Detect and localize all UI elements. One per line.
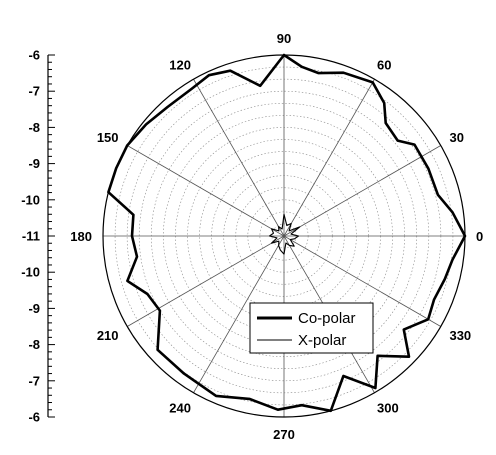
angle-label-210: 210: [97, 328, 119, 343]
grid-spoke: [283, 79, 375, 237]
angle-label-300: 300: [377, 400, 399, 415]
angle-label-30: 30: [449, 130, 463, 145]
spoke-grid: [103, 55, 465, 417]
grid-spoke: [283, 145, 441, 237]
radial-tick-label: -7: [28, 84, 40, 99]
radial-tick-label: -9: [28, 156, 40, 171]
legend-label-x-polar: X-polar: [298, 332, 346, 349]
legend-box: [249, 302, 374, 354]
angle-label-90: 90: [277, 31, 291, 46]
series-line-co-polar: [107, 53, 467, 413]
radial-tick-label: -9: [28, 301, 40, 316]
grid-spoke: [193, 235, 285, 393]
series-line-x-polar: [268, 213, 301, 255]
legend-label-co-polar: Co-polar: [298, 310, 356, 327]
angle-label-60: 60: [377, 58, 391, 73]
radial-tick-label: -6: [28, 48, 40, 63]
angle-label-180: 180: [70, 229, 92, 244]
angle-label-120: 120: [169, 58, 191, 73]
radial-tick-label: -10: [21, 265, 40, 280]
grid-spoke: [193, 79, 285, 237]
angle-label-150: 150: [97, 130, 119, 145]
angle-label-270: 270: [273, 427, 295, 442]
radial-axis: -6 -7 -8 -9 -10 -11 -10 -9 -8 -7 -6: [21, 48, 55, 425]
angle-label-240: 240: [169, 400, 191, 415]
angle-label-330: 330: [449, 328, 471, 343]
grid-spoke: [127, 235, 285, 327]
legend: Co-polar X-polar: [249, 302, 374, 354]
grid-spoke: [127, 145, 285, 237]
radial-tick-label: -7: [28, 373, 40, 388]
radial-tick-label: -8: [28, 120, 40, 135]
angle-label-0: 0: [476, 229, 483, 244]
angle-labels: 0 30 60 90 120 150 180 210 240 270 300 330: [70, 31, 483, 442]
radial-tick-label: -6: [28, 410, 40, 425]
radial-tick-label: -8: [28, 337, 40, 352]
radial-tick-label: -11: [22, 229, 40, 244]
grid-spoke: [283, 235, 441, 327]
series-layer: [107, 53, 467, 413]
radial-tick-label: -10: [21, 192, 40, 207]
